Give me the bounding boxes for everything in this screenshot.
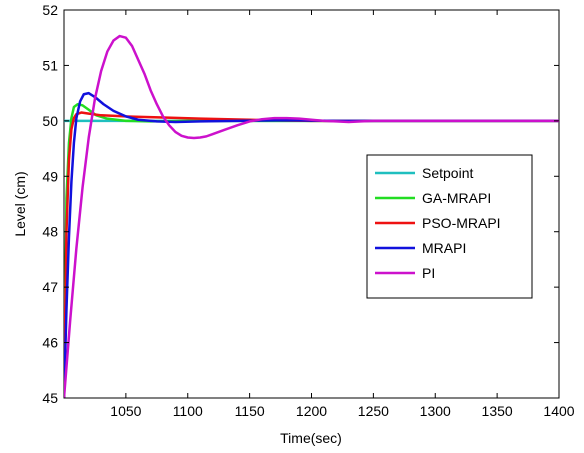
y-tick-label: 52 — [42, 2, 58, 18]
y-tick-label: 46 — [42, 335, 58, 351]
y-tick-label: 50 — [42, 113, 58, 129]
series-line-mrapi — [64, 91, 559, 398]
legend-label: Setpoint — [422, 165, 473, 181]
legend: Setpoint GA-MRAPI PSO-MRAPI MRAPI PI — [366, 154, 533, 299]
legend-label: GA-MRAPI — [422, 190, 491, 206]
series-line-pi — [64, 34, 559, 398]
series-layer — [64, 34, 559, 398]
x-axis-label: Time(sec) — [280, 430, 342, 446]
x-tick-label: 1150 — [235, 403, 265, 419]
y-tick-label: 49 — [42, 168, 58, 184]
x-tick-label: 1350 — [482, 403, 513, 419]
legend-label: PI — [422, 265, 435, 281]
x-tick-label: 1050 — [110, 403, 141, 419]
y-tick-label: 47 — [42, 279, 58, 295]
ticks-layer: 1050 1100 1150 1200 1250 1300 1350 1400 45 46 47 48… — [42, 2, 574, 419]
legend-items: Setpoint GA-MRAPI PSO-MRAPI MRAPI PI — [375, 165, 501, 281]
legend-label: PSO-MRAPI — [422, 215, 501, 231]
legend-label: MRAPI — [422, 240, 466, 256]
x-tick-label: 1200 — [296, 403, 327, 419]
x-tick-label: 1250 — [358, 403, 389, 419]
y-tick-label: 45 — [42, 390, 58, 406]
x-tick-label: 1300 — [420, 403, 451, 419]
y-axis-label: Level (cm) — [12, 171, 28, 236]
y-tick-label: 51 — [42, 57, 58, 73]
x-tick-label: 1100 — [173, 403, 203, 419]
y-tick-label: 48 — [42, 224, 58, 240]
series-line-pso-mrapi — [64, 111, 559, 398]
x-tick-label: 1400 — [543, 403, 574, 419]
